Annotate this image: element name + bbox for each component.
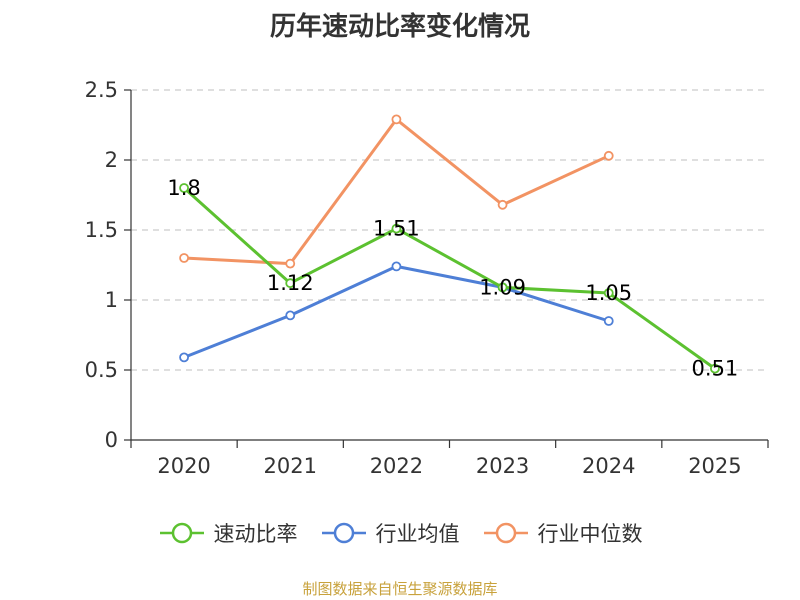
legend-label: 行业均值: [375, 522, 460, 546]
x-tick-label: 2023: [476, 454, 529, 478]
x-tick-label: 2022: [370, 454, 423, 478]
legend-item-quick-ratio[interactable]: 速动比率: [158, 518, 298, 548]
legend-marker-icon: [159, 522, 204, 544]
legend: 速动比率 行业均值 行业中位数: [0, 518, 800, 548]
data-point: [603, 150, 614, 161]
legend-marker-icon: [321, 522, 366, 544]
data-labels: 1.8 1.12 1.51 1.09 1.05 0.51: [167, 176, 738, 381]
data-label: 1.12: [267, 271, 314, 295]
data-point: [179, 183, 189, 193]
data-point: [391, 223, 402, 234]
y-tick-label: 0: [105, 428, 118, 452]
data-label: 1.51: [373, 217, 420, 241]
series-line: [184, 117, 610, 266]
x-tick-label: 2020: [157, 454, 210, 478]
data-point: [179, 253, 189, 263]
series-lines: [179, 114, 720, 374]
grid-lines: [131, 89, 768, 371]
y-tick-label: 2.5: [85, 78, 118, 102]
y-tick-label: 0.5: [85, 358, 118, 382]
data-point: [710, 363, 720, 374]
data-point: [391, 114, 402, 125]
x-tick-label: 2021: [264, 454, 317, 478]
data-point: [285, 310, 296, 321]
data-label: 1.05: [585, 281, 632, 305]
data-point: [391, 261, 402, 272]
data-point: [285, 258, 296, 269]
legend-item-industry-median[interactable]: 行业中位数: [482, 518, 643, 548]
data-point: [497, 199, 508, 210]
data-label: 0.51: [692, 357, 739, 381]
y-tick-label: 2: [105, 148, 118, 172]
y-tick-label: 1: [105, 288, 118, 312]
legend-label: 速动比率: [213, 522, 298, 546]
source-note: 制图数据来自恒生聚源数据库: [302, 580, 498, 598]
data-point: [603, 288, 614, 298]
y-tick-label: 1.5: [85, 218, 118, 242]
x-tick-label: 2024: [582, 454, 635, 478]
data-point: [285, 278, 296, 289]
series-line: [183, 264, 610, 359]
data-point: [603, 316, 614, 326]
x-tick-label: 2025: [688, 454, 741, 478]
data-label: 1.8: [167, 176, 200, 200]
data-point: [497, 282, 508, 293]
series-line: [183, 186, 716, 370]
legend-label: 行业中位数: [537, 522, 643, 546]
chart-title: 历年速动比率变化情况: [269, 12, 530, 42]
data-point: [179, 352, 189, 363]
data-label: 1.09: [479, 275, 526, 299]
legend-item-industry-mean[interactable]: 行业均值: [320, 518, 460, 548]
legend-marker-icon: [483, 522, 528, 544]
